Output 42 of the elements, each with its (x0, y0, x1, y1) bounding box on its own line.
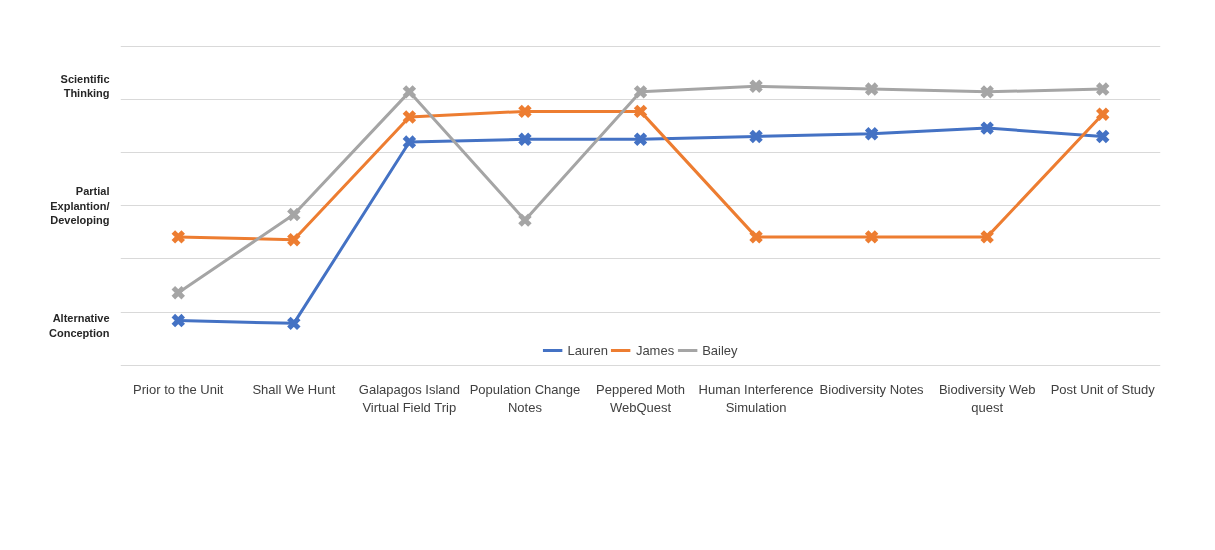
point (633, 103, 648, 119)
x-tick-label: Shall We Hunt (252, 381, 336, 397)
point (748, 229, 764, 245)
x-tick-label: Post Unit of Study (1050, 381, 1156, 397)
x-tick-label: Galapagos Island Virtual Field Trip (358, 381, 460, 415)
point (401, 134, 417, 150)
point (864, 126, 880, 142)
point (1095, 106, 1111, 122)
point (170, 313, 186, 329)
x-tick-label: Prior to the Unit (133, 381, 224, 397)
point (979, 120, 995, 136)
point (748, 129, 764, 144)
point (517, 212, 533, 228)
point (748, 78, 764, 94)
point (864, 229, 880, 245)
point (1095, 129, 1111, 144)
legend-label: James (635, 342, 675, 358)
point (979, 84, 995, 100)
x-tick-label: Biodiversity Web quest (938, 381, 1036, 415)
x-tick-label: Human Interference Simulation (698, 381, 814, 415)
x-tick-label: Biodiversity Notes (819, 381, 925, 397)
text: Partial Explantion/ Developing (50, 185, 110, 227)
point (170, 285, 186, 301)
legend-label: Lauren (567, 342, 608, 358)
point (864, 81, 880, 97)
point (170, 229, 186, 245)
point (517, 103, 533, 119)
point (633, 131, 648, 147)
legend-label: Bailey (702, 342, 738, 358)
point (401, 84, 417, 100)
point (633, 84, 648, 100)
point (1095, 81, 1111, 97)
point (979, 229, 995, 245)
text: Scientific Thinking (60, 73, 110, 100)
point (286, 315, 302, 331)
text: Alternative Conception (49, 312, 110, 339)
x-tick-label: Population Change Notes (469, 381, 581, 415)
x-tick-label: Peppered Moth WebQuest (596, 381, 685, 415)
point (286, 232, 302, 248)
point (517, 131, 533, 147)
point (286, 207, 302, 223)
point (401, 109, 417, 125)
